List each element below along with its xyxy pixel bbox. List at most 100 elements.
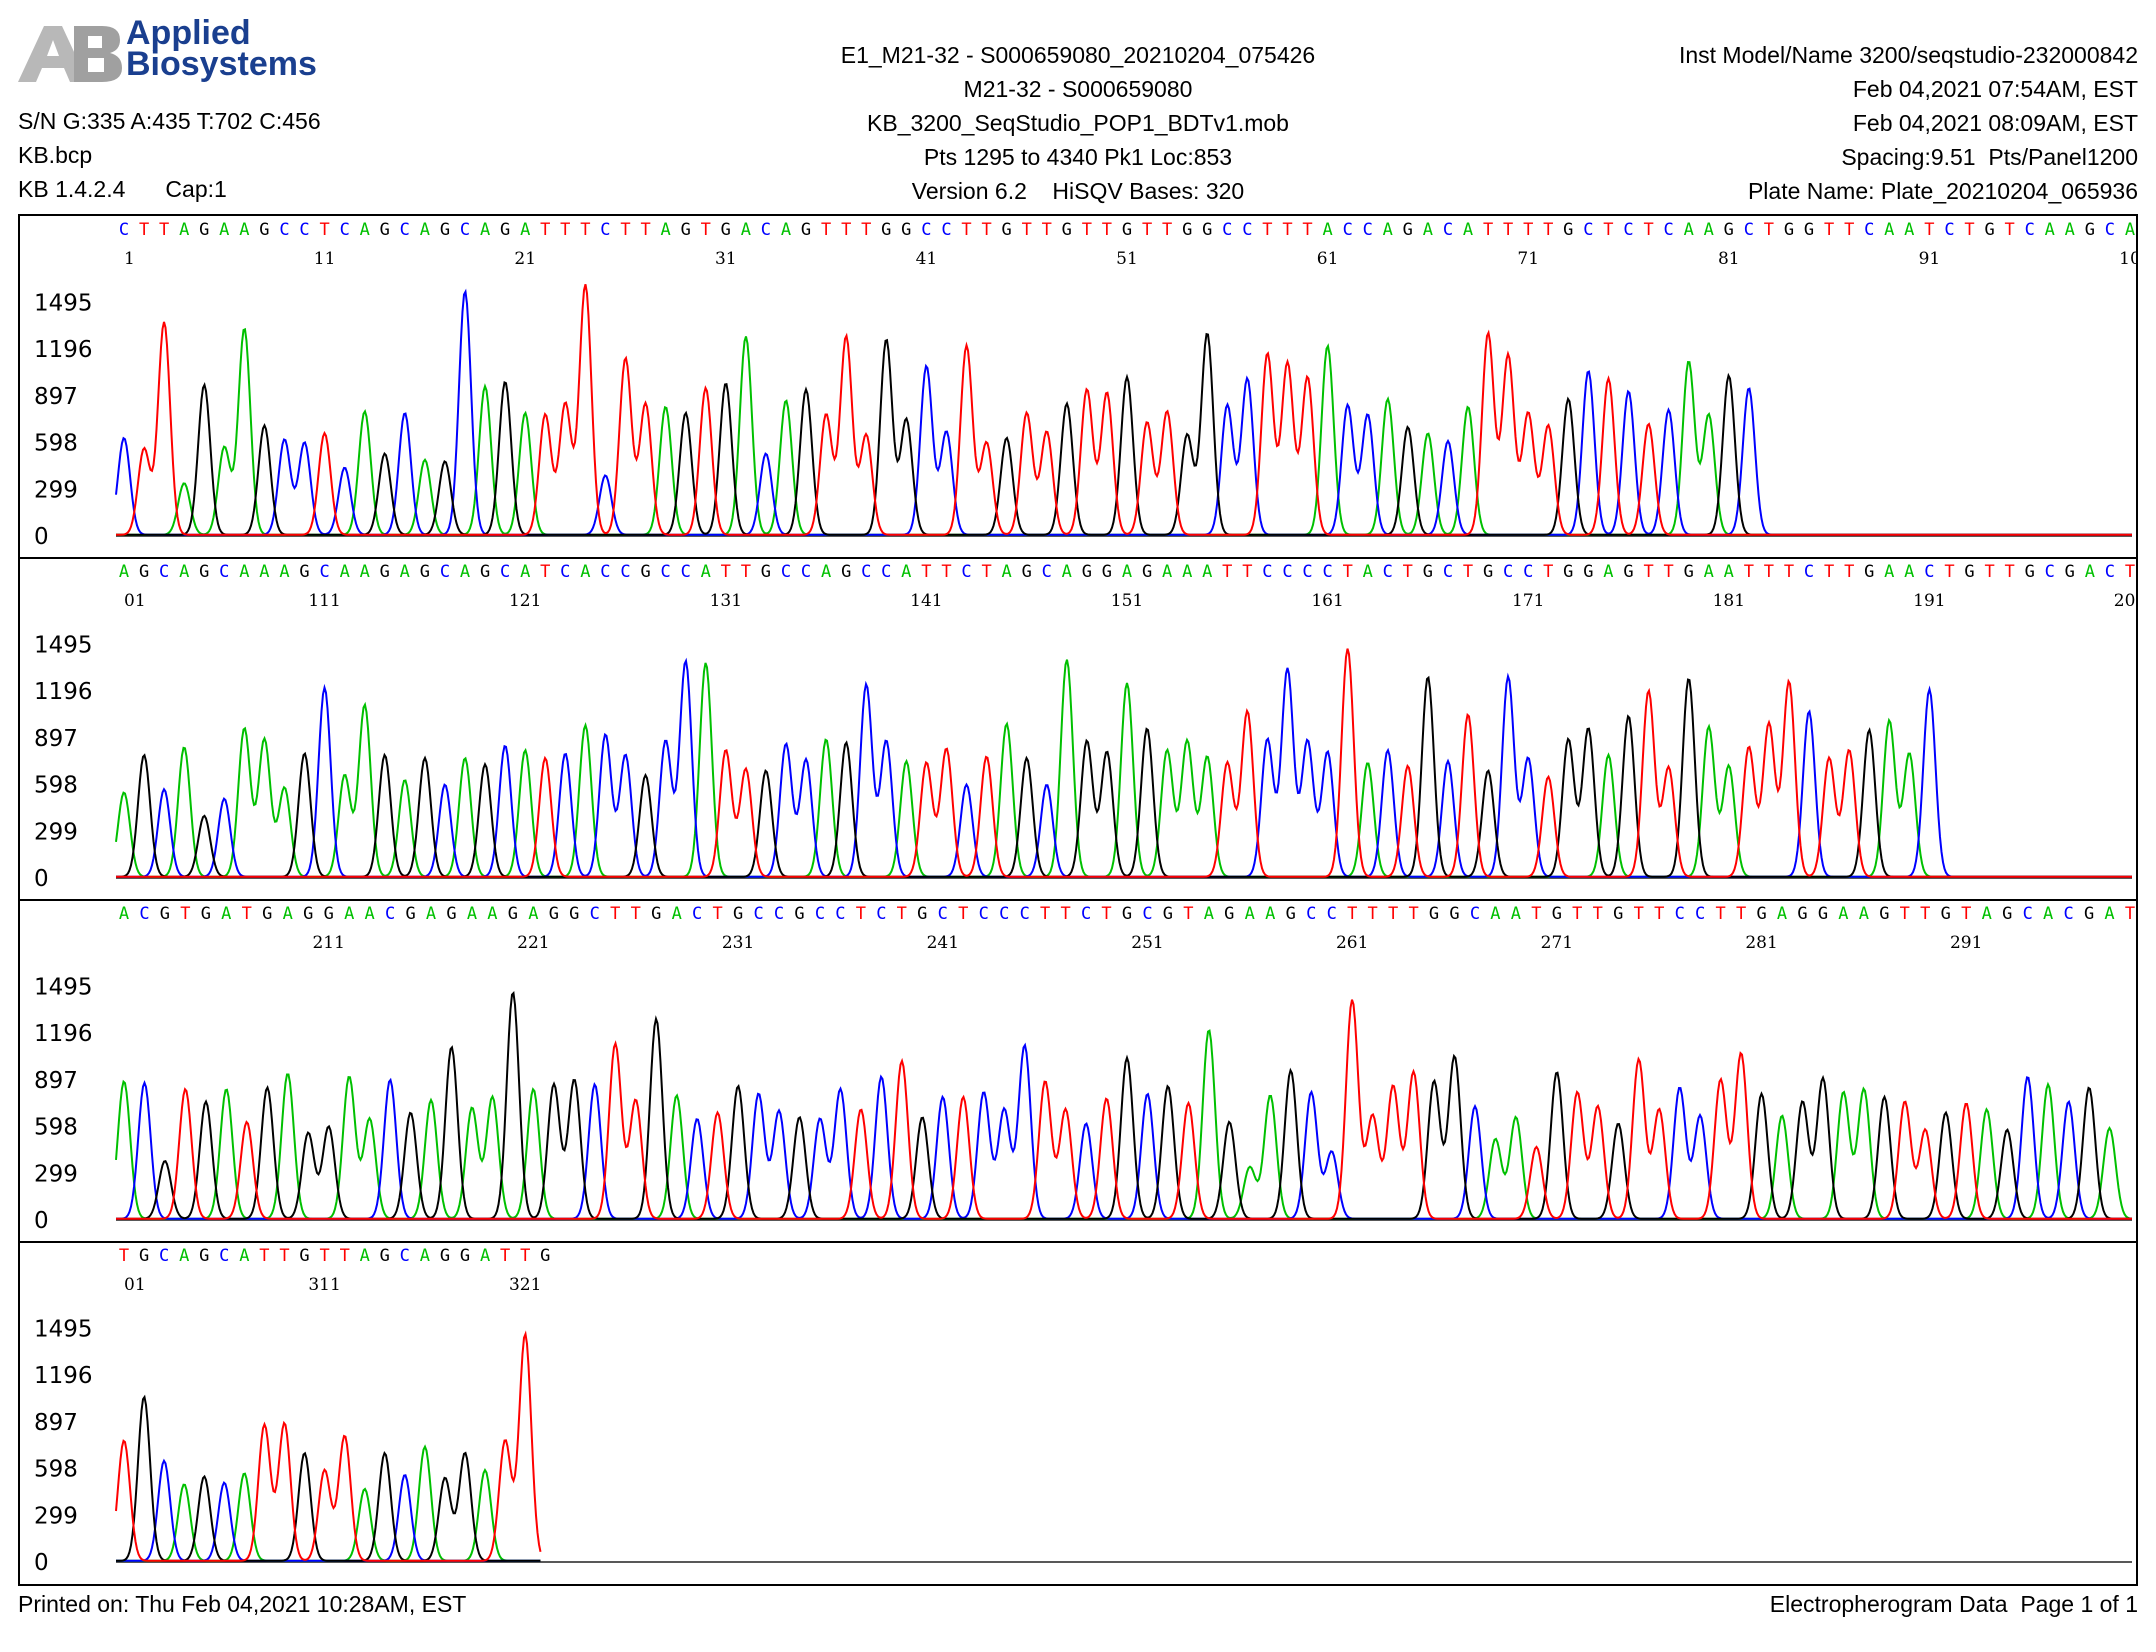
y-tick-label: 598	[34, 773, 78, 799]
base-call: T	[2125, 904, 2135, 924]
base-call: A	[480, 220, 490, 240]
base-call: T	[2004, 562, 2014, 582]
base-call: G	[1082, 562, 1092, 582]
base-call: C	[340, 220, 350, 240]
base-call: A	[119, 904, 129, 924]
base-call: T	[981, 220, 991, 240]
position-label: 191	[1913, 591, 1945, 611]
base-call: C	[1443, 562, 1453, 582]
base-call: C	[835, 904, 845, 924]
base-call: T	[1984, 562, 1994, 582]
base-call: A	[239, 562, 249, 582]
base-call: T	[180, 904, 190, 924]
base-call: C	[139, 904, 149, 924]
base-call: C	[159, 562, 169, 582]
position-label: 41	[916, 249, 938, 269]
printed-on: Printed on: Thu Feb 04,2021 10:28AM, EST	[18, 1591, 467, 1617]
basecaller-version: KB 1.4.2.4	[18, 176, 126, 202]
panel-4: T G C A G C A T T G T T A G C A G G A T T G01 311 3210299598897…	[20, 1241, 2136, 1576]
base-call: G	[540, 1246, 550, 1266]
base-call: A	[520, 562, 530, 582]
y-tick-label: 1495	[34, 632, 93, 658]
base-call: A	[781, 220, 791, 240]
base-call: G	[380, 220, 390, 240]
base-call: T	[1824, 562, 1834, 582]
base-call: C	[876, 904, 886, 924]
base-call: T	[1523, 220, 1533, 240]
base-call: C	[1663, 220, 1673, 240]
base-call: C	[319, 562, 329, 582]
trace-T	[116, 284, 2132, 536]
position-label: 201	[2114, 591, 2136, 611]
base-call: G	[794, 904, 804, 924]
base-call: C	[1503, 562, 1513, 582]
base-call: G	[1724, 220, 1734, 240]
base-call: A	[426, 904, 436, 924]
base-call: C	[219, 562, 229, 582]
position-label: 171	[1512, 591, 1544, 611]
base-call: T	[941, 562, 951, 582]
base-call: G	[1142, 562, 1152, 582]
base-call: T	[981, 562, 991, 582]
base-call: A	[1162, 562, 1172, 582]
base-call: G	[1804, 220, 1814, 240]
base-call: G	[1623, 562, 1633, 582]
base-call: T	[1643, 562, 1653, 582]
version-hisqv: Version 6.2 HiSQV Bases: 320	[911, 178, 1245, 204]
base-call: C	[692, 904, 702, 924]
base-call: A	[1684, 220, 1694, 240]
base-call: G	[1563, 220, 1573, 240]
y-tick-label: 897	[34, 726, 78, 752]
base-call: T	[701, 220, 711, 240]
base-call: T	[1463, 562, 1473, 582]
base-call: G	[139, 562, 149, 582]
base-call: A	[2043, 904, 2053, 924]
base-call: C	[774, 904, 784, 924]
page-info: Electropherogram Data Page 1 of 1	[1769, 1591, 2138, 1617]
base-call: G	[681, 220, 691, 240]
base-call: C	[1262, 562, 1272, 582]
base-call: T	[1784, 562, 1794, 582]
base-call: T	[1183, 904, 1193, 924]
y-tick-label: 1495	[34, 1316, 93, 1342]
base-call: A	[580, 562, 590, 582]
base-call: G	[2085, 220, 2095, 240]
base-call: T	[1388, 904, 1398, 924]
base-call: T	[1262, 220, 1272, 240]
base-call: A	[672, 904, 682, 924]
position-label: 221	[517, 933, 549, 953]
base-call: T	[119, 1246, 129, 1266]
y-tick-label: 1196	[34, 679, 93, 705]
base-call: G	[446, 904, 456, 924]
base-call: T	[1408, 904, 1418, 924]
base-call: G	[199, 562, 209, 582]
position-label: 321	[509, 1275, 541, 1295]
base-call: T	[1944, 562, 1954, 582]
base-call: G	[1122, 220, 1132, 240]
base-call: C	[400, 220, 410, 240]
position-label: 161	[1311, 591, 1343, 611]
base-call: T	[921, 562, 931, 582]
base-call: T	[721, 562, 731, 582]
base-call: A	[259, 562, 269, 582]
base-call: C	[2025, 220, 2035, 240]
base-call: G	[721, 220, 731, 240]
base-call: G	[299, 1246, 309, 1266]
base-call: C	[881, 562, 891, 582]
base-call: A	[1182, 562, 1192, 582]
header-center-info: E1_M21-32 - S000659080_20210204_075426 M…	[0, 38, 2156, 208]
base-call: T	[861, 220, 871, 240]
position-label: 241	[927, 933, 959, 953]
base-call: C	[941, 220, 951, 240]
base-call: A	[1904, 220, 1914, 240]
base-call: T	[1654, 904, 1664, 924]
position-label: 271	[1541, 933, 1573, 953]
capillary: Cap:1	[165, 176, 227, 202]
base-call: T	[540, 562, 550, 582]
base-call: T	[2125, 562, 2135, 582]
base-call: A	[460, 562, 470, 582]
base-call: C	[385, 904, 395, 924]
base-call: T	[1531, 904, 1541, 924]
base-call: G	[1449, 904, 1459, 924]
base-call: T	[1403, 562, 1413, 582]
